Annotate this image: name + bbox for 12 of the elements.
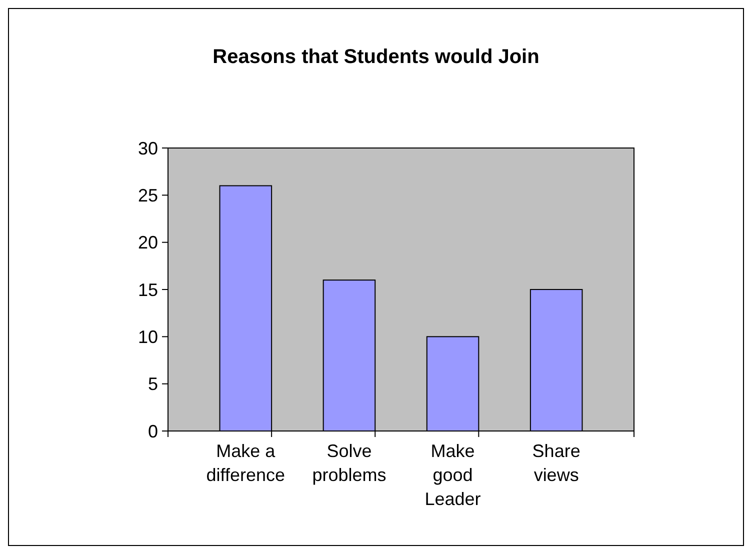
y-tick-label: 25: [138, 185, 158, 206]
y-tick-label: 15: [138, 280, 158, 300]
x-tick-label: Share views: [532, 441, 580, 485]
x-tick-label: Solve problems: [312, 441, 386, 485]
y-tick-label: 20: [138, 232, 158, 253]
y-tick-label: 0: [148, 421, 158, 442]
x-tick-label: Make good Leader: [424, 441, 481, 509]
y-tick-label: 10: [138, 326, 158, 347]
y-tick-label: 5: [148, 374, 158, 394]
x-tick-label: Make a difference: [206, 441, 286, 485]
y-tick-label: 30: [138, 138, 158, 158]
chart-title: Reasons that Students would Join: [212, 46, 540, 68]
